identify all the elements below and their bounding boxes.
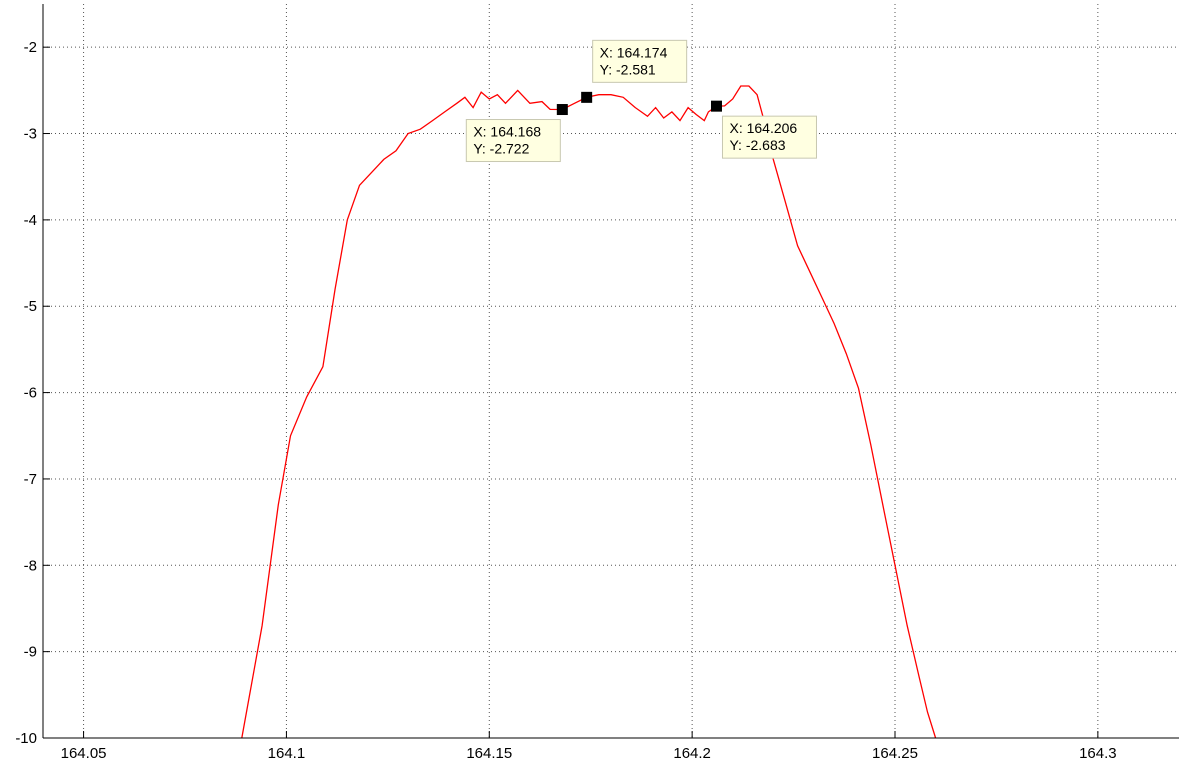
- data-tip-y-label: Y: -2.683: [729, 137, 785, 153]
- plot-background: [43, 4, 1179, 738]
- x-tick-label: 164.2: [673, 745, 711, 762]
- y-tick-label: -2: [24, 39, 37, 56]
- data-tip-marker[interactable]: [581, 91, 593, 103]
- data-tip-x-label: X: 164.174: [600, 44, 668, 60]
- y-tick-label: -7: [24, 471, 37, 488]
- data-tip-y-label: Y: -2.581: [600, 61, 656, 77]
- data-tip-box: [592, 39, 688, 83]
- y-tick-label: -6: [24, 385, 37, 402]
- x-axis-ticks: 164.05 164.1 164.15 164.2 164.25 164.3: [61, 731, 1117, 762]
- y-tick-label: -8: [24, 557, 37, 574]
- x-tick-label: 164.3: [1079, 745, 1117, 762]
- data-tip-marker[interactable]: [710, 100, 722, 112]
- data-tip-y-label: Y: -2.722: [473, 141, 529, 157]
- series-layer: [241, 85, 937, 739]
- y-tick-label: -4: [24, 212, 37, 229]
- y-tick-label: -3: [24, 126, 37, 143]
- data-tip-x-label: X: 164.168: [473, 124, 541, 140]
- data-tip-box: [465, 119, 561, 163]
- x-tick-label: 164.15: [466, 745, 512, 762]
- series-line: [241, 85, 937, 739]
- x-tick-label: 164.05: [61, 745, 107, 762]
- data-tip-x-label: X: 164.206: [729, 120, 797, 136]
- x-tick-label: 164.1: [268, 745, 306, 762]
- data-tip-box: [721, 115, 817, 159]
- y-tick-label: -10: [15, 730, 37, 747]
- data-tip-marker[interactable]: [556, 104, 568, 116]
- y-axis-ticks: -10 -9 -8 -7 -6 -5 -4 -3 -2: [15, 39, 50, 747]
- y-tick-label: -5: [24, 298, 37, 315]
- y-tick-label: -9: [24, 644, 37, 661]
- x-tick-label: 164.25: [872, 745, 918, 762]
